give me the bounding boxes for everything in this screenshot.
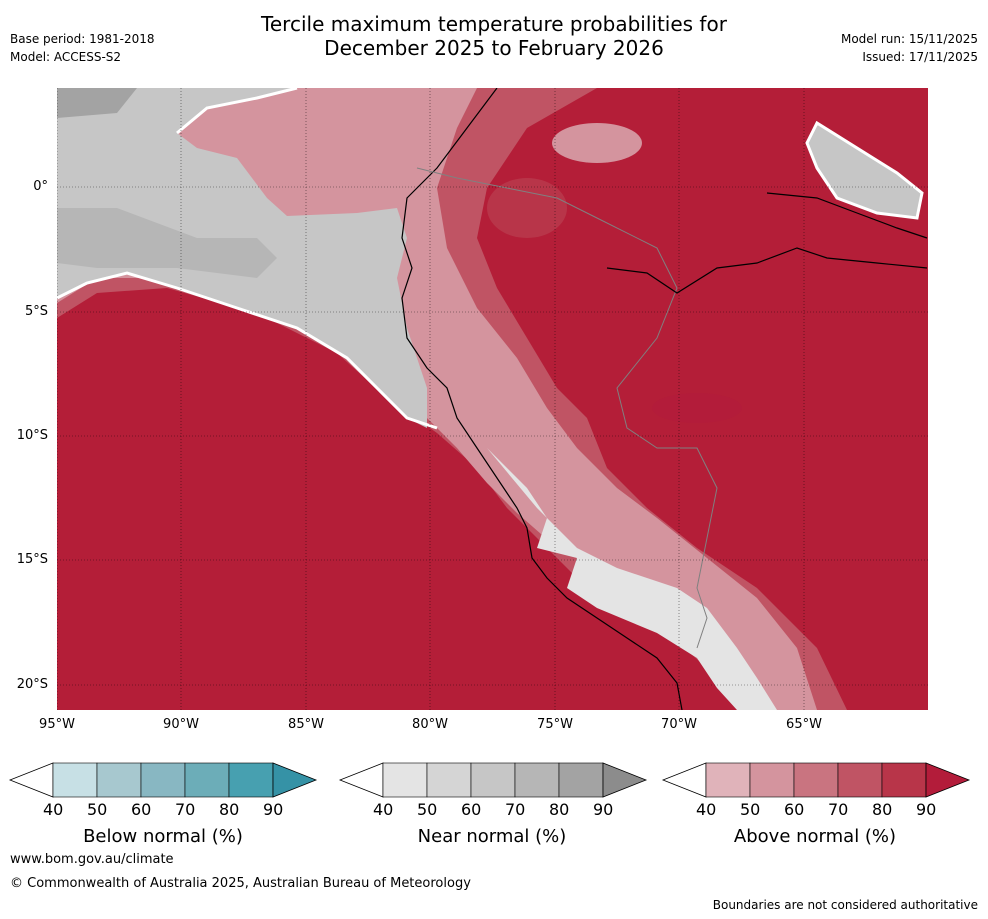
- colorbar-1-high-arrow: [602, 762, 648, 798]
- cb0-tick-90: 90: [263, 800, 284, 819]
- colorbar-2-segment-4: [881, 762, 927, 798]
- colorbar-0-high-arrow: [272, 762, 318, 798]
- cb1-tick-50: 50: [417, 800, 438, 819]
- gridlines: [57, 88, 928, 710]
- colorbar-0-segment-2: [140, 762, 186, 798]
- cb1-tick-90: 90: [593, 800, 614, 819]
- colorbar-2-high-arrow: [925, 762, 971, 798]
- colorbar-2-segment-3: [837, 762, 883, 798]
- cb2-tick-90: 90: [916, 800, 937, 819]
- copyright: © Commonwealth of Australia 2025, Austra…: [10, 876, 471, 891]
- cb1-tick-80: 80: [549, 800, 570, 819]
- colorbar-ticks: 40 50 60 70 80 90 40 50 60 70 80 90 40 5…: [0, 800, 988, 822]
- lon-label-90w: 90°W: [163, 717, 199, 732]
- title-line-1: Tercile maximum temperature probabilitie…: [261, 12, 727, 36]
- colorbar-1-segment-0: [382, 762, 428, 798]
- lat-label-5s: 5°S: [24, 304, 48, 319]
- river-north: [766, 192, 928, 239]
- country-boundary: [416, 167, 718, 649]
- boundary-west-ocean: [57, 271, 438, 430]
- model-name: Model: ACCESS-S2: [10, 50, 122, 64]
- model-run: Model run: 15/11/2025: [840, 32, 978, 46]
- colorbar-near-label: Near normal (%): [417, 826, 567, 847]
- lat-label-20s: 20°S: [16, 677, 48, 692]
- river: [606, 247, 928, 294]
- base-period: Base period: 1981-2018: [10, 32, 155, 46]
- colorbar-1-segment-3: [514, 762, 560, 798]
- cb2-tick-60: 60: [784, 800, 805, 819]
- boundary-north: [176, 88, 298, 135]
- colorbar-1-segment-1: [426, 762, 472, 798]
- cb0-tick-60: 60: [131, 800, 152, 819]
- meta-right: Model run: 15/11/2025 Issued: 17/11/2025: [841, 30, 978, 66]
- colorbar-near: [338, 762, 648, 798]
- lat-label-0: 0°: [33, 179, 48, 194]
- title-line-2: December 2025 to February 2026: [324, 36, 664, 60]
- above-80-patch-1: [487, 178, 567, 238]
- lon-label-85w: 85°W: [288, 717, 324, 732]
- map-canvas: [57, 88, 928, 710]
- cb2-tick-50: 50: [740, 800, 761, 819]
- cb0-tick-50: 50: [87, 800, 108, 819]
- website-link[interactable]: www.bom.gov.au/climate: [10, 852, 174, 867]
- colorbar-0-low-arrow: [8, 762, 54, 798]
- colorbar-0-segment-3: [184, 762, 230, 798]
- probability-map[interactable]: [57, 88, 928, 710]
- cb2-tick-80: 80: [872, 800, 893, 819]
- colorbar-1-segment-4: [558, 762, 604, 798]
- cb1-tick-70: 70: [505, 800, 526, 819]
- lon-label-95w: 95°W: [39, 717, 75, 732]
- near-normal-northeast: [805, 120, 924, 220]
- colorbar-1-segment-2: [470, 762, 516, 798]
- near-normal-west-core: [57, 208, 277, 278]
- colorbar-2-segment-2: [793, 762, 839, 798]
- cb0-tick-40: 40: [43, 800, 64, 819]
- cb1-tick-60: 60: [461, 800, 482, 819]
- lat-label-15s: 15°S: [16, 552, 48, 567]
- colorbar-0-segment-1: [96, 762, 142, 798]
- colorbar-below-label: Below normal (%): [83, 826, 243, 847]
- issued-date: Issued: 17/11/2025: [862, 50, 978, 64]
- colorbar-0-segment-0: [52, 762, 98, 798]
- colorbar-below: [8, 762, 318, 798]
- cb2-tick-70: 70: [828, 800, 849, 819]
- lon-label-80w: 80°W: [412, 717, 448, 732]
- colorbar-2-segment-0: [705, 762, 751, 798]
- lon-label-75w: 75°W: [537, 717, 573, 732]
- colorbar-above: [661, 762, 971, 798]
- cb1-tick-40: 40: [373, 800, 394, 819]
- coastline: [401, 88, 683, 710]
- cb0-tick-70: 70: [175, 800, 196, 819]
- lon-label-65w: 65°W: [786, 717, 822, 732]
- cb0-tick-80: 80: [219, 800, 240, 819]
- above-90-patch-1: [652, 393, 742, 423]
- colorbar-0-segment-4: [228, 762, 274, 798]
- lat-label-10s: 10°S: [16, 428, 48, 443]
- colorbar-above-label: Above normal (%): [733, 826, 897, 847]
- cb2-tick-40: 40: [696, 800, 717, 819]
- colorbar-2-segment-1: [749, 762, 795, 798]
- map-title: Tercile maximum temperature probabilitie…: [0, 12, 988, 60]
- colorbars: [8, 762, 971, 798]
- lon-label-70w: 70°W: [661, 717, 697, 732]
- near-normal-coast-strip: [487, 448, 777, 710]
- above-50-patch-inland: [552, 123, 642, 163]
- colorbar-1-low-arrow: [338, 762, 384, 798]
- colorbar-2-low-arrow: [661, 762, 707, 798]
- disclaimer: Boundaries are not considered authoritat…: [712, 898, 978, 912]
- near-normal-northwest: [57, 88, 137, 118]
- meta-left: Base period: 1981-2018 Model: ACCESS-S2: [10, 30, 155, 66]
